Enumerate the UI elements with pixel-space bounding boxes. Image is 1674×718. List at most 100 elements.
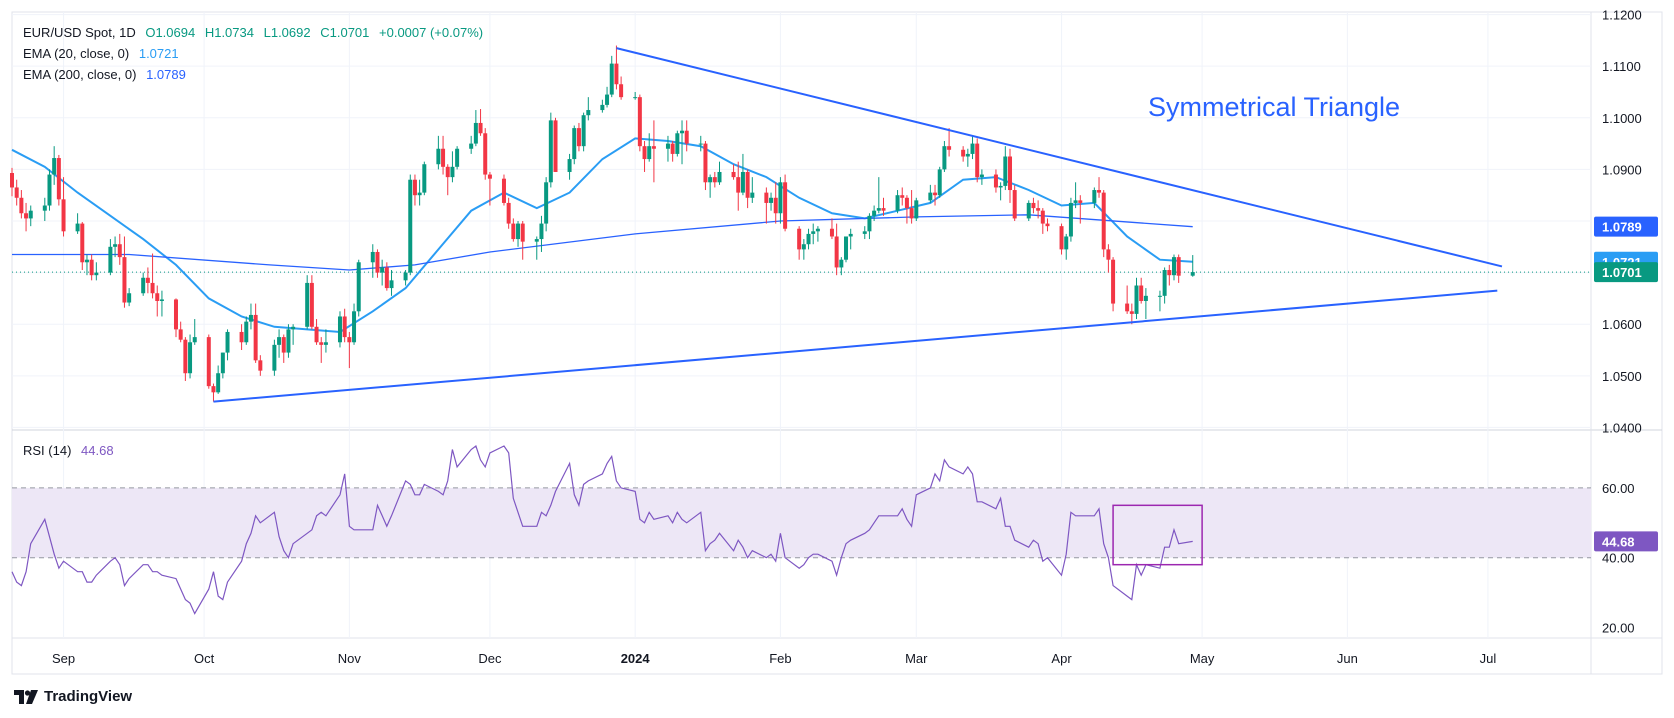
candle	[975, 138, 980, 183]
candle-body	[159, 299, 164, 301]
candle	[815, 226, 820, 242]
brand: TradingView	[14, 688, 132, 705]
candle-body	[56, 158, 61, 200]
candle	[1176, 254, 1181, 283]
candle	[239, 324, 244, 351]
candle	[206, 334, 211, 389]
candle-body	[895, 195, 900, 211]
candle	[28, 205, 33, 227]
candle-body	[417, 192, 422, 196]
candle-body	[412, 179, 417, 196]
candle	[647, 133, 652, 162]
candle-body	[47, 174, 52, 206]
y-tick-label: 1.1200	[1602, 8, 1642, 23]
candle-body	[291, 326, 296, 330]
candle-body	[928, 192, 933, 201]
candle-body	[970, 143, 975, 154]
candle-body	[347, 337, 352, 343]
candle-body	[942, 146, 947, 170]
x-tick-label: Sep	[52, 651, 75, 666]
candle-body	[965, 153, 970, 157]
candle-body	[581, 115, 586, 147]
candle-body	[539, 223, 544, 240]
candle-body	[319, 342, 324, 345]
candle-body	[122, 257, 127, 303]
candle-body	[469, 143, 474, 149]
candle-body	[1171, 257, 1176, 276]
candle-body	[145, 277, 150, 283]
candle-body	[811, 231, 816, 234]
candle-body	[801, 244, 806, 250]
candle	[516, 221, 521, 247]
candle	[942, 141, 947, 172]
candle	[216, 365, 221, 394]
candle	[684, 120, 689, 152]
candle	[286, 324, 291, 358]
candle	[965, 148, 970, 167]
candle	[277, 329, 282, 358]
legend-ema200-label: EMA (200, close, 0)	[23, 67, 137, 82]
candle	[272, 339, 277, 376]
candle-body	[1167, 270, 1172, 276]
candle	[637, 94, 642, 152]
candle	[1101, 190, 1106, 258]
candle-body	[1143, 295, 1148, 301]
candle-body	[441, 148, 446, 167]
candle	[178, 321, 183, 343]
candle-body	[206, 337, 211, 387]
candle-body	[89, 259, 94, 276]
candle	[862, 226, 867, 240]
candle	[94, 262, 99, 281]
candle-body	[572, 128, 577, 160]
x-tick-label: Jul	[1480, 651, 1497, 666]
x-tick-label: Apr	[1051, 651, 1072, 666]
candle-body	[1064, 236, 1069, 250]
candle-body	[881, 208, 886, 211]
candle-body	[783, 182, 788, 229]
candle	[24, 202, 29, 232]
candle-body	[1157, 295, 1162, 297]
legend-ema20-label: EMA (20, close, 0)	[23, 46, 130, 61]
candle	[1139, 277, 1144, 304]
candle-body	[698, 143, 703, 145]
candle-body	[1059, 226, 1064, 250]
candle	[422, 161, 427, 196]
candle-body	[1162, 270, 1167, 296]
candle	[947, 128, 952, 157]
candle-body	[42, 205, 47, 211]
candle	[1031, 197, 1036, 214]
candle-body	[178, 329, 183, 340]
rsi-value-label: 44.68	[1602, 534, 1635, 549]
candle	[403, 270, 408, 286]
candle-body	[619, 84, 624, 98]
candle-body	[323, 342, 328, 345]
candle	[567, 153, 572, 180]
candle	[408, 174, 413, 276]
candle-body	[947, 146, 952, 150]
candle-body	[478, 122, 483, 134]
candle	[961, 146, 966, 162]
candle-body	[829, 228, 834, 237]
candle	[811, 223, 816, 245]
candle-body	[731, 171, 736, 178]
candle-body	[370, 251, 375, 263]
series-line-ema200	[12, 214, 1193, 271]
candle	[520, 221, 525, 260]
x-tick-label: Oct	[194, 651, 215, 666]
candle	[347, 331, 352, 369]
candle	[141, 272, 146, 296]
candle-body	[501, 178, 506, 203]
candle	[1026, 200, 1031, 221]
candle	[384, 262, 389, 291]
candle-body	[764, 192, 769, 203]
candle	[145, 267, 150, 294]
candle	[211, 383, 216, 402]
candle-body	[553, 120, 558, 172]
candle	[914, 197, 919, 221]
candle-body	[309, 282, 314, 327]
candle	[370, 244, 375, 278]
candle	[1003, 146, 1008, 191]
brand-name: TradingView	[44, 688, 133, 705]
candle-body	[862, 231, 867, 234]
candle-body	[380, 267, 385, 273]
